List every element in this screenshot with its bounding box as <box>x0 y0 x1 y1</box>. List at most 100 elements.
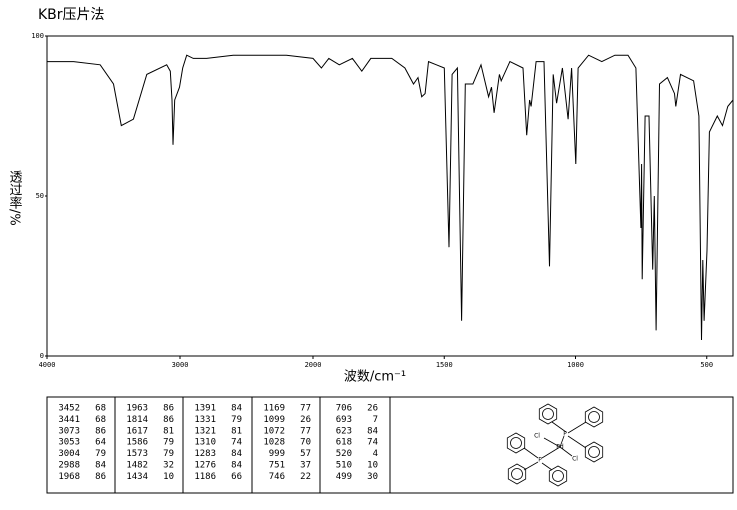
peak-wavenumber: 618 <box>336 438 352 448</box>
peak-wavenumber: 1186 <box>194 472 216 482</box>
ring-bond <box>552 470 564 482</box>
peak-wavenumber: 1573 <box>126 449 148 459</box>
peak-wavenumber: 510 <box>336 461 352 471</box>
ring-bond <box>588 446 600 458</box>
peak-wavenumber: 499 <box>336 472 352 482</box>
peak-wavenumber: 1391 <box>194 404 216 414</box>
y-tick-label: 0 <box>40 352 44 360</box>
peak-wavenumber: 1482 <box>126 461 148 471</box>
peak-wavenumber: 1169 <box>263 404 285 414</box>
y-tick-label: 50 <box>36 192 44 200</box>
phenyl-ring <box>548 465 568 487</box>
peak-transmittance: 84 <box>95 461 106 471</box>
phenyl-ring <box>584 406 604 428</box>
ring-bond <box>588 411 600 423</box>
x-tick-label: 1500 <box>436 361 453 369</box>
atom-label: Cl <box>534 433 540 440</box>
x-tick-label: 500 <box>700 361 713 369</box>
peak-wavenumber: 3441 <box>58 415 80 425</box>
peak-transmittance: 79 <box>95 449 106 459</box>
atom-label: Cl <box>572 456 578 463</box>
peak-transmittance: 26 <box>367 404 378 414</box>
peak-transmittance: 64 <box>95 438 106 448</box>
peak-wavenumber: 1586 <box>126 438 148 448</box>
peak-wavenumber: 706 <box>336 404 352 414</box>
x-tick-label: 3000 <box>172 361 189 369</box>
x-tick-label: 4000 <box>39 361 56 369</box>
peak-transmittance: 77 <box>300 404 311 414</box>
peak-wavenumber: 746 <box>269 472 285 482</box>
peak-wavenumber: 1968 <box>58 472 80 482</box>
peak-transmittance: 84 <box>231 404 242 414</box>
peak-transmittance: 68 <box>95 415 106 425</box>
peak-wavenumber: 751 <box>269 461 285 471</box>
peak-transmittance: 81 <box>231 426 242 436</box>
peak-wavenumber: 2988 <box>58 461 80 471</box>
y-tick-label: 100 <box>31 32 44 40</box>
ring-bond <box>510 437 522 449</box>
ring-bond <box>511 468 523 480</box>
peak-transmittance: 79 <box>231 415 242 425</box>
peak-transmittance: 84 <box>231 449 242 459</box>
peak-wavenumber: 3073 <box>58 426 80 436</box>
structure <box>506 403 604 487</box>
phenyl-ring <box>584 441 604 463</box>
peak-wavenumber: 1331 <box>194 415 216 425</box>
peak-wavenumber: 1310 <box>194 438 216 448</box>
peak-transmittance: 66 <box>231 472 242 482</box>
peak-transmittance: 37 <box>300 461 311 471</box>
peak-transmittance: 32 <box>163 461 174 471</box>
peak-wavenumber: 1617 <box>126 426 148 436</box>
peak-transmittance: 77 <box>300 426 311 436</box>
peak-wavenumber: 1814 <box>126 415 148 425</box>
peak-wavenumber: 1099 <box>263 415 285 425</box>
peak-transmittance: 81 <box>163 426 174 436</box>
peak-transmittance: 57 <box>300 449 311 459</box>
peak-transmittance: 22 <box>300 472 311 482</box>
atom-label: P <box>538 457 542 464</box>
peak-transmittance: 86 <box>163 415 174 425</box>
peak-wavenumber: 999 <box>269 449 285 459</box>
peak-transmittance: 74 <box>367 438 378 448</box>
peak-transmittance: 68 <box>95 404 106 414</box>
atom-label: P <box>563 431 567 438</box>
peak-transmittance: 10 <box>163 472 174 482</box>
peak-transmittance: 84 <box>367 426 378 436</box>
peak-wavenumber: 1963 <box>126 404 148 414</box>
plot-frame <box>46 35 734 357</box>
peak-transmittance: 26 <box>300 415 311 425</box>
peak-wavenumber: 1028 <box>263 438 285 448</box>
table-dividers <box>114 397 391 493</box>
peak-wavenumber: 3004 <box>58 449 80 459</box>
phenyl-ring <box>506 432 526 454</box>
peak-transmittance: 4 <box>373 449 378 459</box>
peak-wavenumber: 3452 <box>58 404 80 414</box>
y-axis-label: 透过率/% <box>7 170 23 226</box>
phenyl-ring <box>538 403 558 425</box>
peak-wavenumber: 623 <box>336 426 352 436</box>
peak-wavenumber: 1276 <box>194 461 216 471</box>
peak-transmittance: 30 <box>367 472 378 482</box>
chart-title: KBr压片法 <box>38 7 105 23</box>
peak-transmittance: 10 <box>367 461 378 471</box>
x-tick-label: 1000 <box>567 361 584 369</box>
peak-wavenumber: 1321 <box>194 426 216 436</box>
peak-transmittance: 70 <box>300 438 311 448</box>
peak-wavenumber: 1283 <box>194 449 216 459</box>
peak-wavenumber: 693 <box>336 415 352 425</box>
phenyl-ring <box>507 463 527 485</box>
spectrum-line <box>47 54 734 341</box>
peak-transmittance: 79 <box>163 438 174 448</box>
peak-wavenumber: 1072 <box>263 426 285 436</box>
x-tick-label: 2000 <box>305 361 322 369</box>
peak-wavenumber: 1434 <box>126 472 148 482</box>
peak-transmittance: 86 <box>95 472 106 482</box>
peak-wavenumber: 520 <box>336 449 352 459</box>
x-axis-label: 波数/cm⁻¹ <box>344 370 406 385</box>
peak-transmittance: 86 <box>95 426 106 436</box>
peak-transmittance: 84 <box>231 461 242 471</box>
peak-wavenumber: 3053 <box>58 438 80 448</box>
peak-transmittance: 86 <box>163 404 174 414</box>
peak-transmittance: 79 <box>163 449 174 459</box>
